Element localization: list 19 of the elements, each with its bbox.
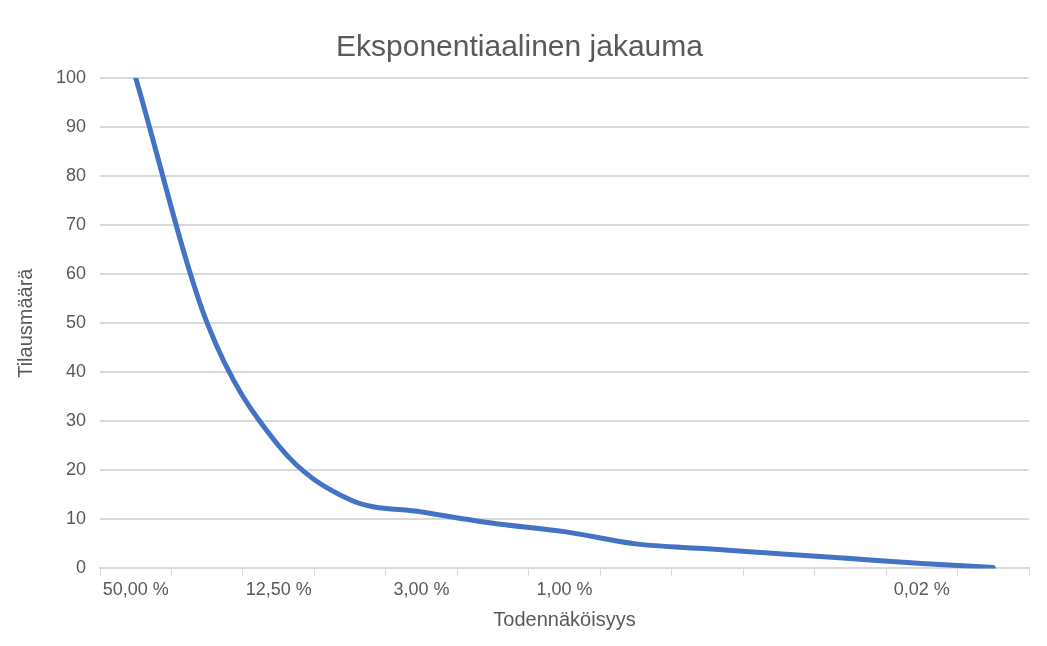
x-tick-label: 3,00 % [393,579,450,600]
y-tick-label: 20 [66,459,87,480]
y-tick-label: 40 [66,361,87,382]
x-tick-label: 0,02 % [893,579,950,600]
y-tick-label: 80 [66,165,87,186]
x-axis-title: Todennäköisyys [493,607,636,630]
x-tick-label: 12,50 % [245,579,312,600]
y-tick-label: 60 [66,263,87,284]
chart-title: Eksponentiaalinen jakauma [336,29,704,63]
y-tick-label: 70 [66,214,87,235]
y-tick-label: 10 [66,508,87,529]
y-tick-label: 50 [66,312,87,333]
y-tick-label: 0 [76,557,87,578]
x-tick-label: 1,00 % [536,579,593,600]
y-tick-label: 30 [66,410,87,431]
y-axis-title: Tilausmäärä [13,267,36,378]
y-tick-label: 90 [66,116,87,137]
y-tick-label: 100 [55,66,87,87]
x-tick-label: 50,00 % [102,579,169,600]
